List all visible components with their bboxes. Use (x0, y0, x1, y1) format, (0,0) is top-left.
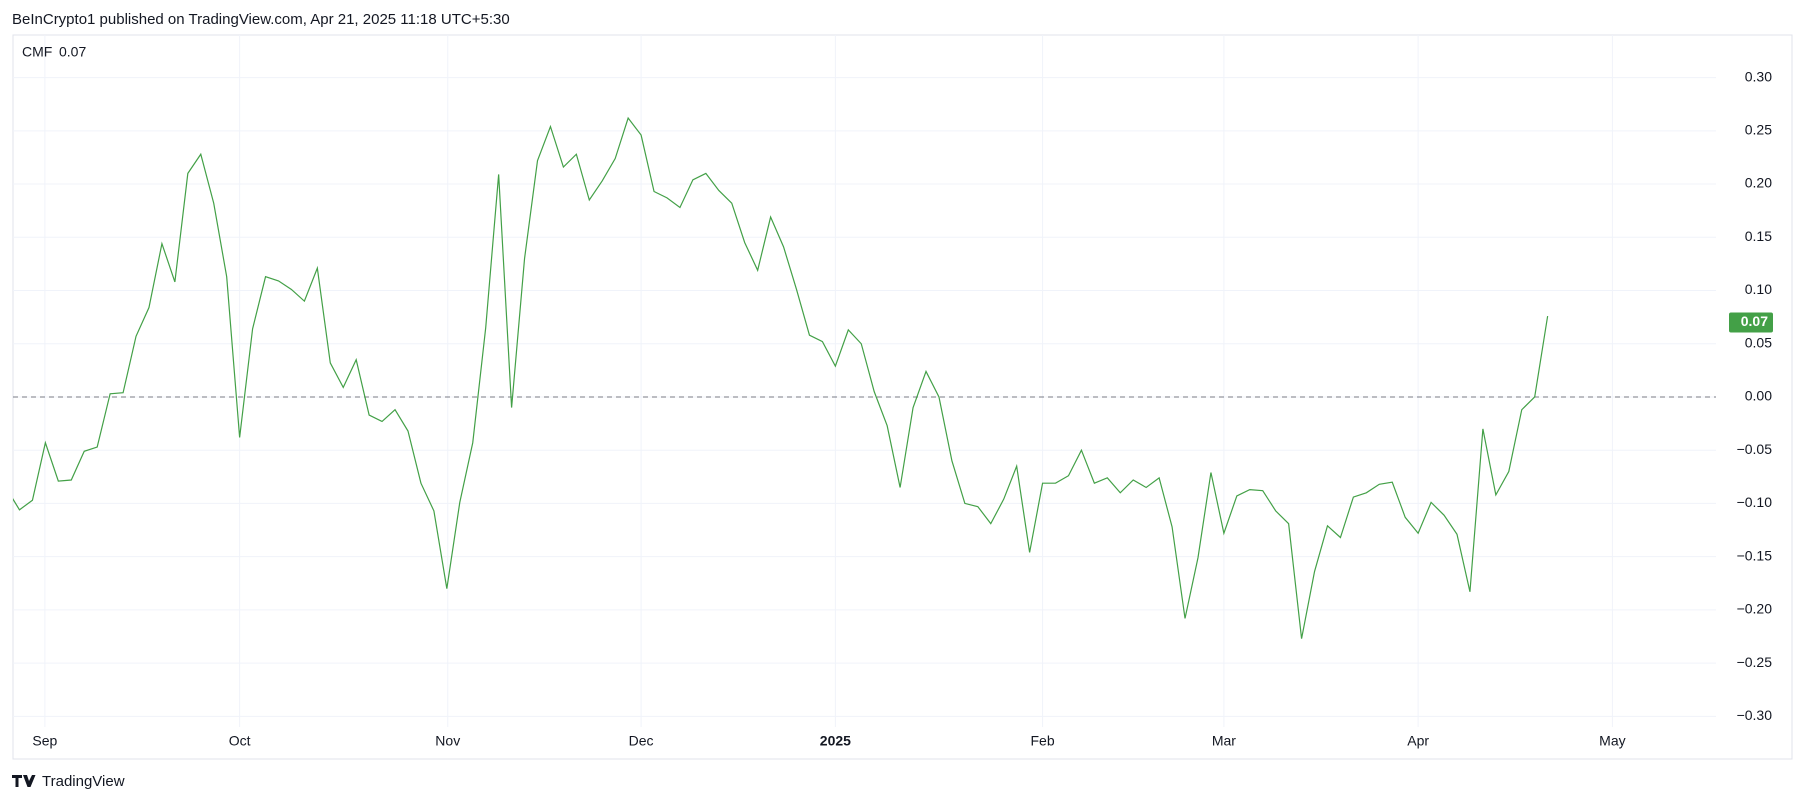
y-tick-label: 0.00 (1745, 388, 1772, 404)
y-tick-label: −0.10 (1737, 494, 1773, 510)
publish-header: BeInCrypto1 published on TradingView.com… (12, 11, 510, 28)
y-tick-label: 0.15 (1745, 228, 1772, 244)
x-tick-label: Mar (1212, 733, 1236, 749)
y-tick-label: −0.05 (1737, 441, 1773, 457)
indicator-name: CMF (22, 44, 52, 60)
y-tick-label: −0.15 (1737, 547, 1773, 563)
tv-logo (12, 775, 36, 787)
y-tick-label: −0.20 (1737, 601, 1773, 617)
x-tick-label: Dec (629, 733, 654, 749)
indicator-value: 0.07 (59, 44, 86, 60)
x-tick-label: Sep (32, 733, 57, 749)
y-tick-label: −0.30 (1737, 707, 1773, 723)
last-value-badge (1729, 312, 1773, 333)
y-tick-label: 0.20 (1745, 175, 1772, 191)
y-tick-label: 0.10 (1745, 281, 1772, 297)
x-tick-label: Nov (435, 733, 460, 749)
y-tick-label: 0.05 (1745, 334, 1772, 350)
x-tick-label: May (1599, 733, 1625, 749)
last-value-label: 0.07 (1741, 313, 1768, 329)
y-tick-label: 0.25 (1745, 122, 1772, 138)
cmf-line (13, 116, 1549, 639)
x-tick-label: Feb (1031, 733, 1055, 749)
y-tick-label: −0.25 (1737, 654, 1773, 670)
tv-brand: TradingView (42, 773, 125, 790)
x-tick-label: Oct (229, 733, 251, 749)
y-tick-label: 0.30 (1745, 68, 1772, 84)
x-tick-label: 2025 (820, 733, 851, 749)
x-tick-label: Apr (1407, 733, 1429, 749)
